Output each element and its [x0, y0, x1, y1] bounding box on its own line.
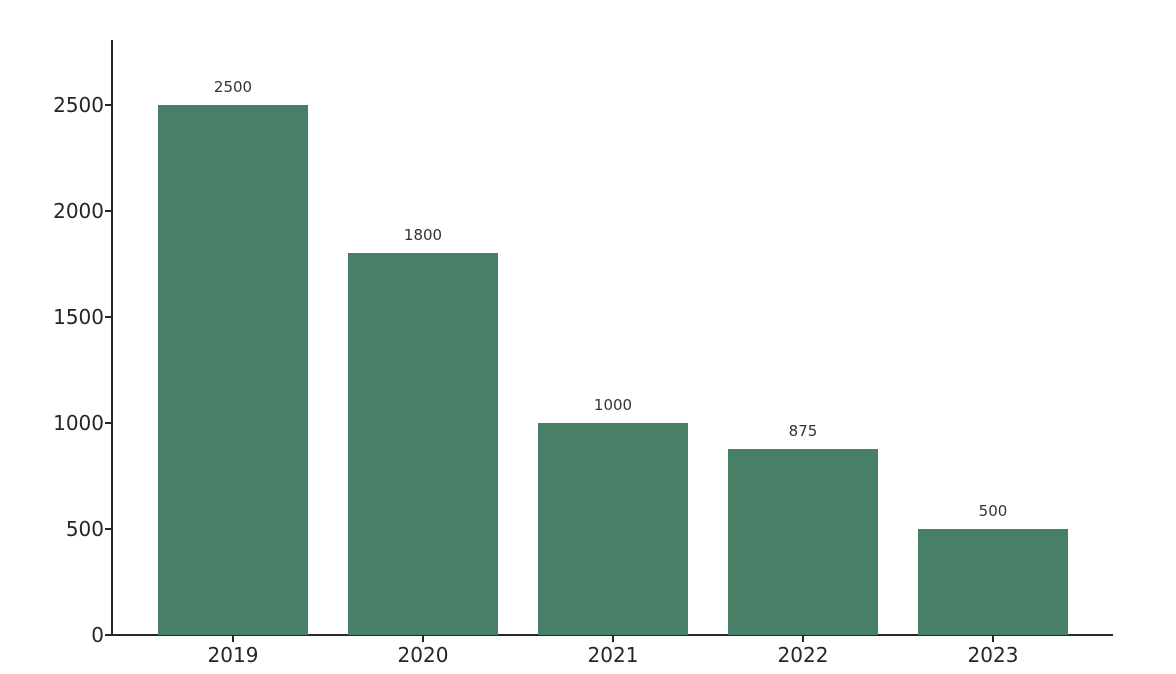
y-tick-mark [105, 634, 111, 636]
bar-value-label: 1800 [403, 226, 443, 245]
y-tick-label: 2000 [53, 198, 104, 223]
x-tick-mark [232, 636, 234, 642]
x-tick-mark [422, 636, 424, 642]
y-tick-mark [105, 103, 111, 106]
bar-value-label: 2500 [213, 77, 253, 96]
bar-value-label: 1000 [593, 395, 633, 414]
x-tick-label: 2023 [967, 643, 1019, 667]
x-tick-label: 2019 [207, 643, 259, 667]
x-tick-label: 2020 [397, 643, 449, 667]
bar [538, 422, 688, 635]
x-tick-mark [612, 636, 614, 642]
y-tick-label: 1000 [53, 410, 104, 435]
y-tick-mark [105, 421, 111, 424]
y-tick-label: 1500 [53, 304, 104, 329]
x-tick-label: 2022 [777, 643, 829, 667]
bar [158, 104, 308, 635]
y-tick-label: 500 [65, 516, 104, 541]
x-tick-mark [992, 636, 994, 642]
x-tick-label: 2021 [587, 643, 639, 667]
y-tick-mark [105, 527, 111, 530]
bar [348, 253, 498, 635]
y-tick-mark [105, 209, 111, 212]
y-tick-mark [105, 315, 111, 318]
bar [918, 528, 1068, 635]
x-axis-line [111, 634, 1113, 636]
x-tick-mark [802, 636, 804, 642]
bar-value-label: 875 [788, 422, 818, 441]
bar [728, 449, 878, 635]
y-tick-label: 2500 [53, 92, 104, 117]
y-axis-line [111, 40, 113, 636]
y-tick-label: 0 [91, 623, 104, 647]
bar-value-label: 500 [978, 501, 1008, 520]
